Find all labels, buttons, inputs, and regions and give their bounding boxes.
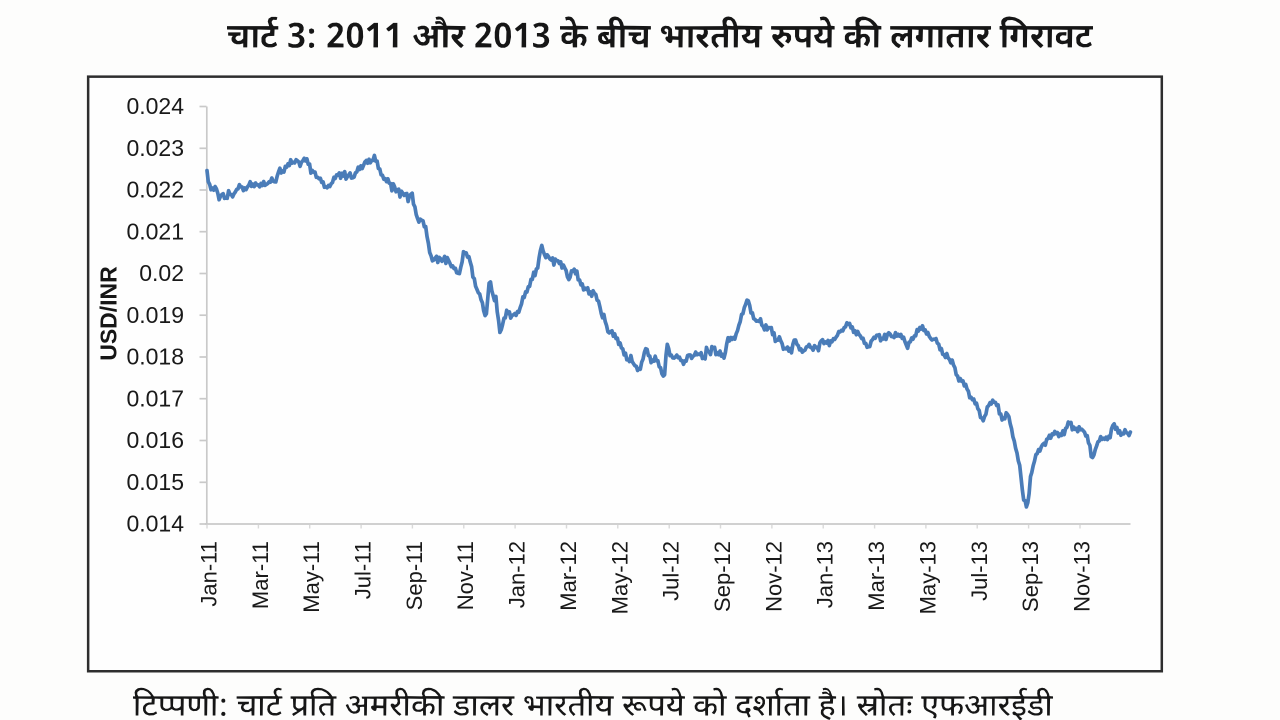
svg-text:USD/INR: USD/INR	[95, 266, 121, 361]
svg-text:0.023: 0.023	[126, 135, 184, 161]
svg-text:Nov-13: Nov-13	[1070, 541, 1095, 612]
svg-text:0.014: 0.014	[126, 511, 184, 537]
svg-text:0.015: 0.015	[126, 469, 184, 495]
svg-text:Jan-11: Jan-11	[197, 541, 222, 607]
svg-text:Mar-12: Mar-12	[556, 541, 581, 611]
svg-text:0.022: 0.022	[126, 177, 184, 203]
svg-text:Jan-12: Jan-12	[505, 541, 530, 608]
svg-text:May-13: May-13	[915, 541, 940, 614]
svg-text:0.018: 0.018	[126, 344, 184, 370]
svg-text:Nov-11: Nov-11	[453, 541, 478, 610]
svg-text:Sep-13: Sep-13	[1018, 541, 1043, 612]
svg-text:May-11: May-11	[299, 541, 324, 613]
svg-text:Mar-11: Mar-11	[248, 541, 273, 609]
svg-text:0.02: 0.02	[139, 260, 184, 286]
svg-text:Sep-11: Sep-11	[402, 541, 427, 610]
svg-text:Nov-12: Nov-12	[761, 541, 786, 612]
svg-text:May-12: May-12	[607, 541, 632, 614]
svg-text:0.021: 0.021	[126, 218, 184, 244]
svg-text:Jul-12: Jul-12	[659, 541, 684, 601]
svg-text:Jan-13: Jan-13	[813, 541, 838, 608]
svg-text:0.017: 0.017	[126, 385, 184, 411]
svg-text:Jul-13: Jul-13	[967, 541, 992, 601]
svg-text:Mar-13: Mar-13	[864, 541, 889, 611]
svg-text:0.016: 0.016	[126, 427, 184, 453]
svg-text:Sep-12: Sep-12	[710, 541, 735, 612]
svg-text:0.024: 0.024	[126, 93, 184, 119]
svg-text:0.019: 0.019	[126, 302, 184, 328]
svg-text:Jul-11: Jul-11	[351, 541, 376, 599]
